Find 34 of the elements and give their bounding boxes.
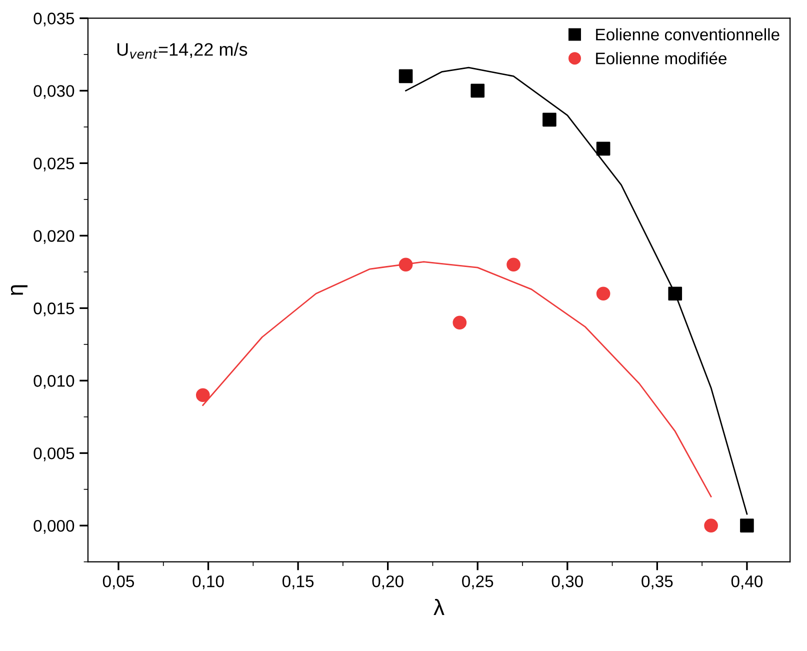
legend-label: Eolienne modifiée bbox=[596, 52, 726, 64]
point bbox=[398, 69, 413, 84]
point bbox=[470, 84, 485, 98]
annotation: U$_{vent}$=14,22 m/s bbox=[117, 42, 248, 59]
x-tick-label: 0,15 bbox=[282, 575, 314, 590]
point bbox=[704, 518, 718, 532]
point bbox=[596, 142, 610, 156]
y-tick-label: 0,025 bbox=[34, 158, 74, 172]
x-tick-label: 0,20 bbox=[372, 575, 404, 590]
x-tick-label: 0,25 bbox=[462, 575, 494, 590]
y-tick-label: 0,010 bbox=[34, 375, 74, 389]
point bbox=[452, 316, 467, 330]
point bbox=[542, 112, 556, 127]
x-tick-label: 0,10 bbox=[192, 575, 224, 590]
y-tick-label: 0,000 bbox=[34, 520, 74, 534]
y-axis-title: η bbox=[10, 285, 28, 296]
y-tick-label: 0,015 bbox=[34, 302, 74, 316]
x-tick-label: 0,35 bbox=[642, 575, 673, 590]
y-tick-label: 0,005 bbox=[34, 447, 74, 462]
y-tick-label: 0,035 bbox=[34, 12, 74, 26]
x-axis-title: λ bbox=[434, 598, 444, 615]
point bbox=[506, 258, 520, 272]
point bbox=[668, 286, 682, 301]
legend-label: Eolienne conventionnelle bbox=[596, 28, 780, 40]
point bbox=[596, 286, 610, 301]
point bbox=[398, 258, 413, 272]
y-tick-label: 0,020 bbox=[34, 230, 74, 244]
x-tick-label: 0,05 bbox=[102, 575, 134, 590]
line-series bbox=[405, 66, 748, 515]
x-tick-label: 0,30 bbox=[552, 575, 583, 590]
x-tick-label: 0,40 bbox=[731, 575, 763, 590]
point bbox=[740, 518, 754, 532]
point bbox=[196, 388, 210, 402]
y-tick-label: 0,030 bbox=[34, 85, 74, 99]
